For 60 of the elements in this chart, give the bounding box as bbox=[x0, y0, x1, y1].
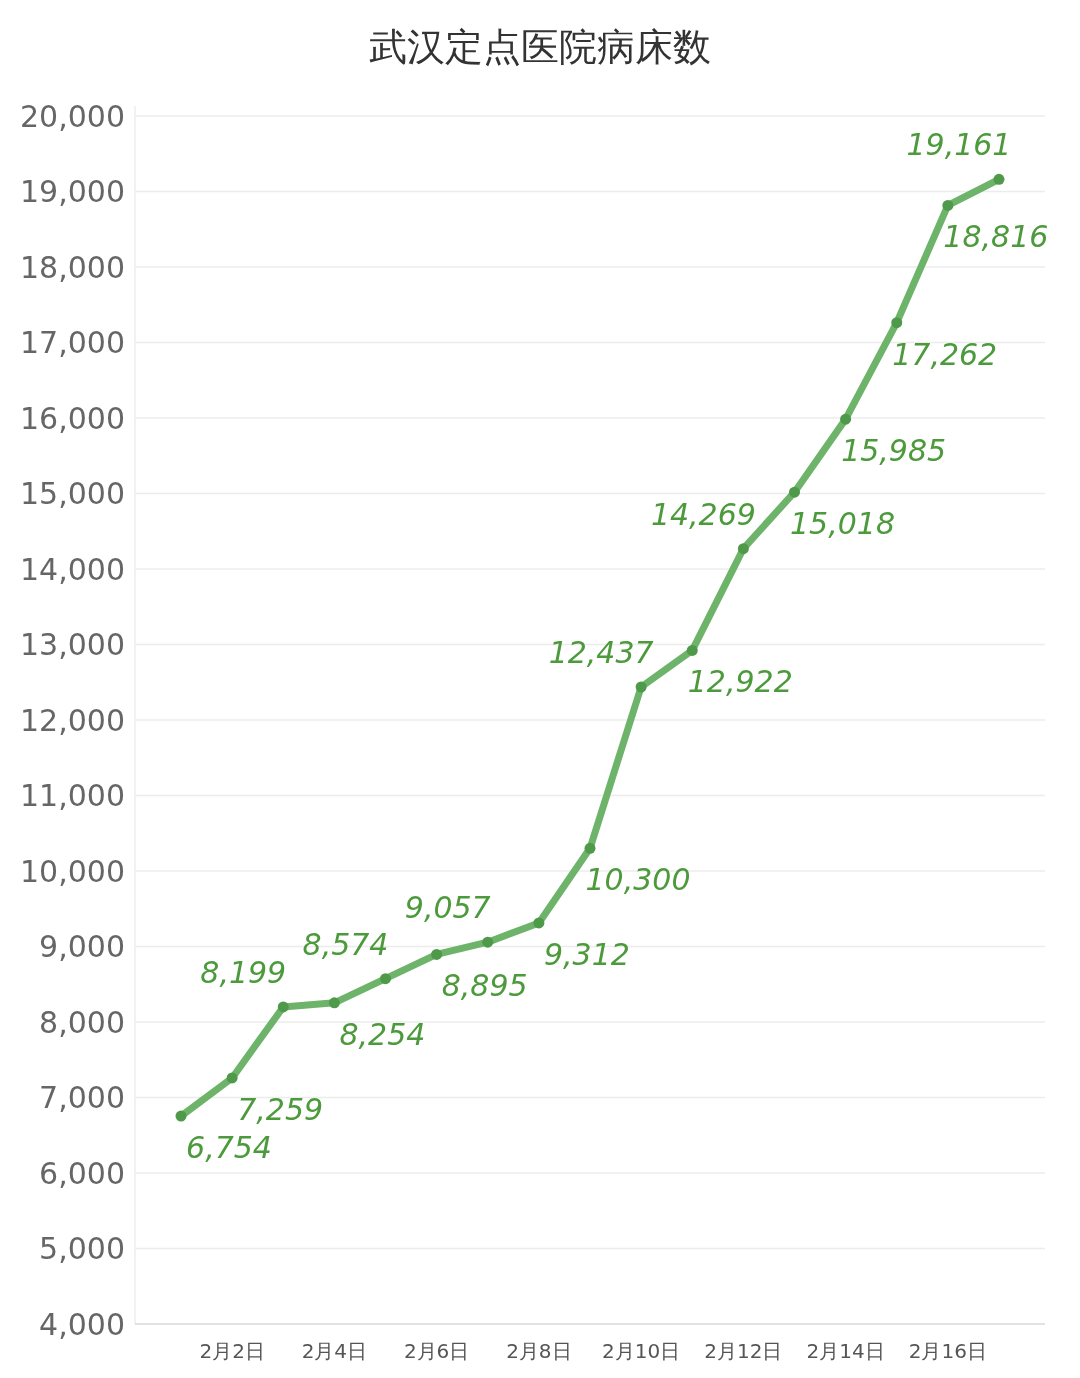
point bbox=[993, 173, 1005, 185]
point bbox=[891, 317, 903, 329]
data-label: 10,300 bbox=[585, 862, 691, 898]
y-tick-label: 16,000 bbox=[20, 400, 125, 436]
x-tick-label: 2月10日 bbox=[602, 1339, 681, 1363]
y-tick-label: 7,000 bbox=[39, 1080, 125, 1115]
point bbox=[737, 543, 749, 555]
chart-title: 武汉定点医院病床数 bbox=[369, 25, 711, 69]
point bbox=[533, 917, 545, 929]
y-tick-label: 15,000 bbox=[20, 476, 125, 511]
y-tick-label: 4,000 bbox=[39, 1306, 125, 1342]
data-label: 14,269 bbox=[650, 496, 756, 532]
y-tick-label: 11,000 bbox=[20, 778, 125, 813]
point bbox=[788, 486, 800, 498]
y-tick-label: 8,000 bbox=[39, 1004, 125, 1040]
x-tick-label: 2月16日 bbox=[908, 1339, 987, 1363]
data-label: 8,895 bbox=[441, 968, 528, 1004]
data-label: 15,985 bbox=[841, 433, 947, 469]
point bbox=[431, 948, 443, 960]
y-tick-label: 9,000 bbox=[39, 929, 125, 964]
y-tick-label: 6,000 bbox=[39, 1155, 125, 1191]
y-tick-label: 5,000 bbox=[39, 1231, 125, 1266]
point bbox=[482, 936, 494, 948]
x-tick-label: 2月12日 bbox=[704, 1339, 783, 1363]
y-tick-label: 12,000 bbox=[20, 702, 125, 738]
data-label: 8,199 bbox=[200, 954, 287, 990]
x-tick-label: 2月14日 bbox=[806, 1339, 885, 1363]
y-tick-label: 10,000 bbox=[20, 853, 125, 889]
data-label: 18,816 bbox=[943, 219, 1049, 255]
data-label: 17,262 bbox=[892, 336, 998, 372]
point bbox=[175, 1110, 187, 1122]
data-label: 7,259 bbox=[237, 1091, 324, 1127]
data-label: 8,574 bbox=[302, 926, 389, 962]
point bbox=[840, 413, 852, 425]
y-tick-label: 14,000 bbox=[20, 551, 125, 587]
y-tick-label: 19,000 bbox=[20, 174, 125, 209]
y-tick-label: 18,000 bbox=[20, 249, 125, 285]
x-tick-label: 2月4日 bbox=[301, 1339, 368, 1363]
point bbox=[380, 973, 392, 985]
data-label: 12,437 bbox=[548, 635, 654, 671]
point bbox=[942, 199, 954, 211]
point bbox=[584, 842, 596, 854]
data-label: 8,254 bbox=[339, 1016, 426, 1052]
point bbox=[635, 681, 647, 693]
y-tick-label: 17,000 bbox=[20, 325, 125, 360]
data-label: 9,312 bbox=[543, 936, 630, 972]
y-tick-label: 13,000 bbox=[20, 627, 125, 662]
point bbox=[277, 1001, 289, 1013]
x-tick-label: 2月2日 bbox=[199, 1339, 265, 1363]
data-label: 6,754 bbox=[186, 1130, 272, 1166]
y-tick-label: 20,000 bbox=[20, 98, 125, 134]
x-tick-label: 2月8日 bbox=[506, 1339, 572, 1363]
data-label: 9,057 bbox=[404, 890, 491, 926]
x-tick-label: 2月6日 bbox=[403, 1339, 470, 1363]
point bbox=[226, 1072, 238, 1084]
point bbox=[328, 997, 340, 1009]
data-label: 12,922 bbox=[687, 664, 793, 700]
data-label: 19,161 bbox=[906, 127, 1012, 163]
data-label: 15,018 bbox=[790, 506, 895, 542]
point bbox=[686, 644, 698, 656]
